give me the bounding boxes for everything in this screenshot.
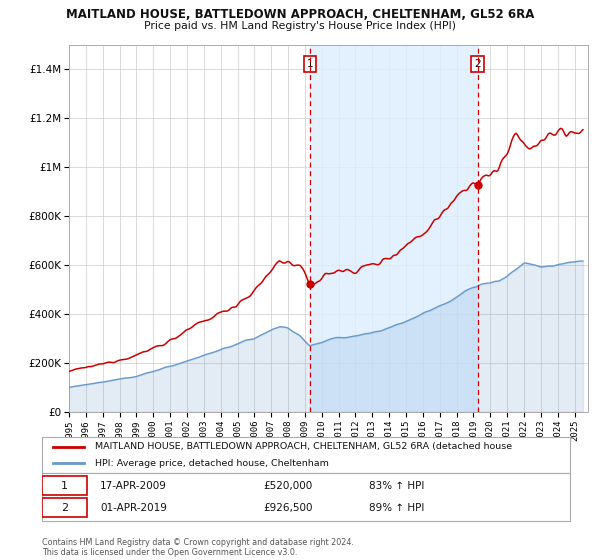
Text: 83% ↑ HPI: 83% ↑ HPI bbox=[370, 480, 425, 491]
Text: 17-APR-2009: 17-APR-2009 bbox=[100, 480, 167, 491]
Text: MAITLAND HOUSE, BATTLEDOWN APPROACH, CHELTENHAM, GL52 6RA (detached house: MAITLAND HOUSE, BATTLEDOWN APPROACH, CHE… bbox=[95, 442, 512, 451]
Text: 1: 1 bbox=[307, 59, 313, 69]
Bar bbox=[310, 45, 478, 412]
Text: 01-APR-2019: 01-APR-2019 bbox=[100, 503, 167, 513]
Text: 1: 1 bbox=[61, 480, 68, 491]
FancyBboxPatch shape bbox=[42, 437, 570, 473]
FancyBboxPatch shape bbox=[42, 498, 87, 517]
FancyBboxPatch shape bbox=[42, 476, 87, 495]
Text: £926,500: £926,500 bbox=[264, 503, 313, 513]
Text: 2: 2 bbox=[475, 59, 481, 69]
Text: 89% ↑ HPI: 89% ↑ HPI bbox=[370, 503, 425, 513]
Text: £520,000: £520,000 bbox=[264, 480, 313, 491]
Text: 2: 2 bbox=[61, 503, 68, 513]
Text: Contains HM Land Registry data © Crown copyright and database right 2024.
This d: Contains HM Land Registry data © Crown c… bbox=[42, 538, 354, 557]
Text: MAITLAND HOUSE, BATTLEDOWN APPROACH, CHELTENHAM, GL52 6RA: MAITLAND HOUSE, BATTLEDOWN APPROACH, CHE… bbox=[66, 8, 534, 21]
Text: Price paid vs. HM Land Registry's House Price Index (HPI): Price paid vs. HM Land Registry's House … bbox=[144, 21, 456, 31]
FancyBboxPatch shape bbox=[42, 473, 570, 521]
Text: HPI: Average price, detached house, Cheltenham: HPI: Average price, detached house, Chel… bbox=[95, 459, 329, 468]
